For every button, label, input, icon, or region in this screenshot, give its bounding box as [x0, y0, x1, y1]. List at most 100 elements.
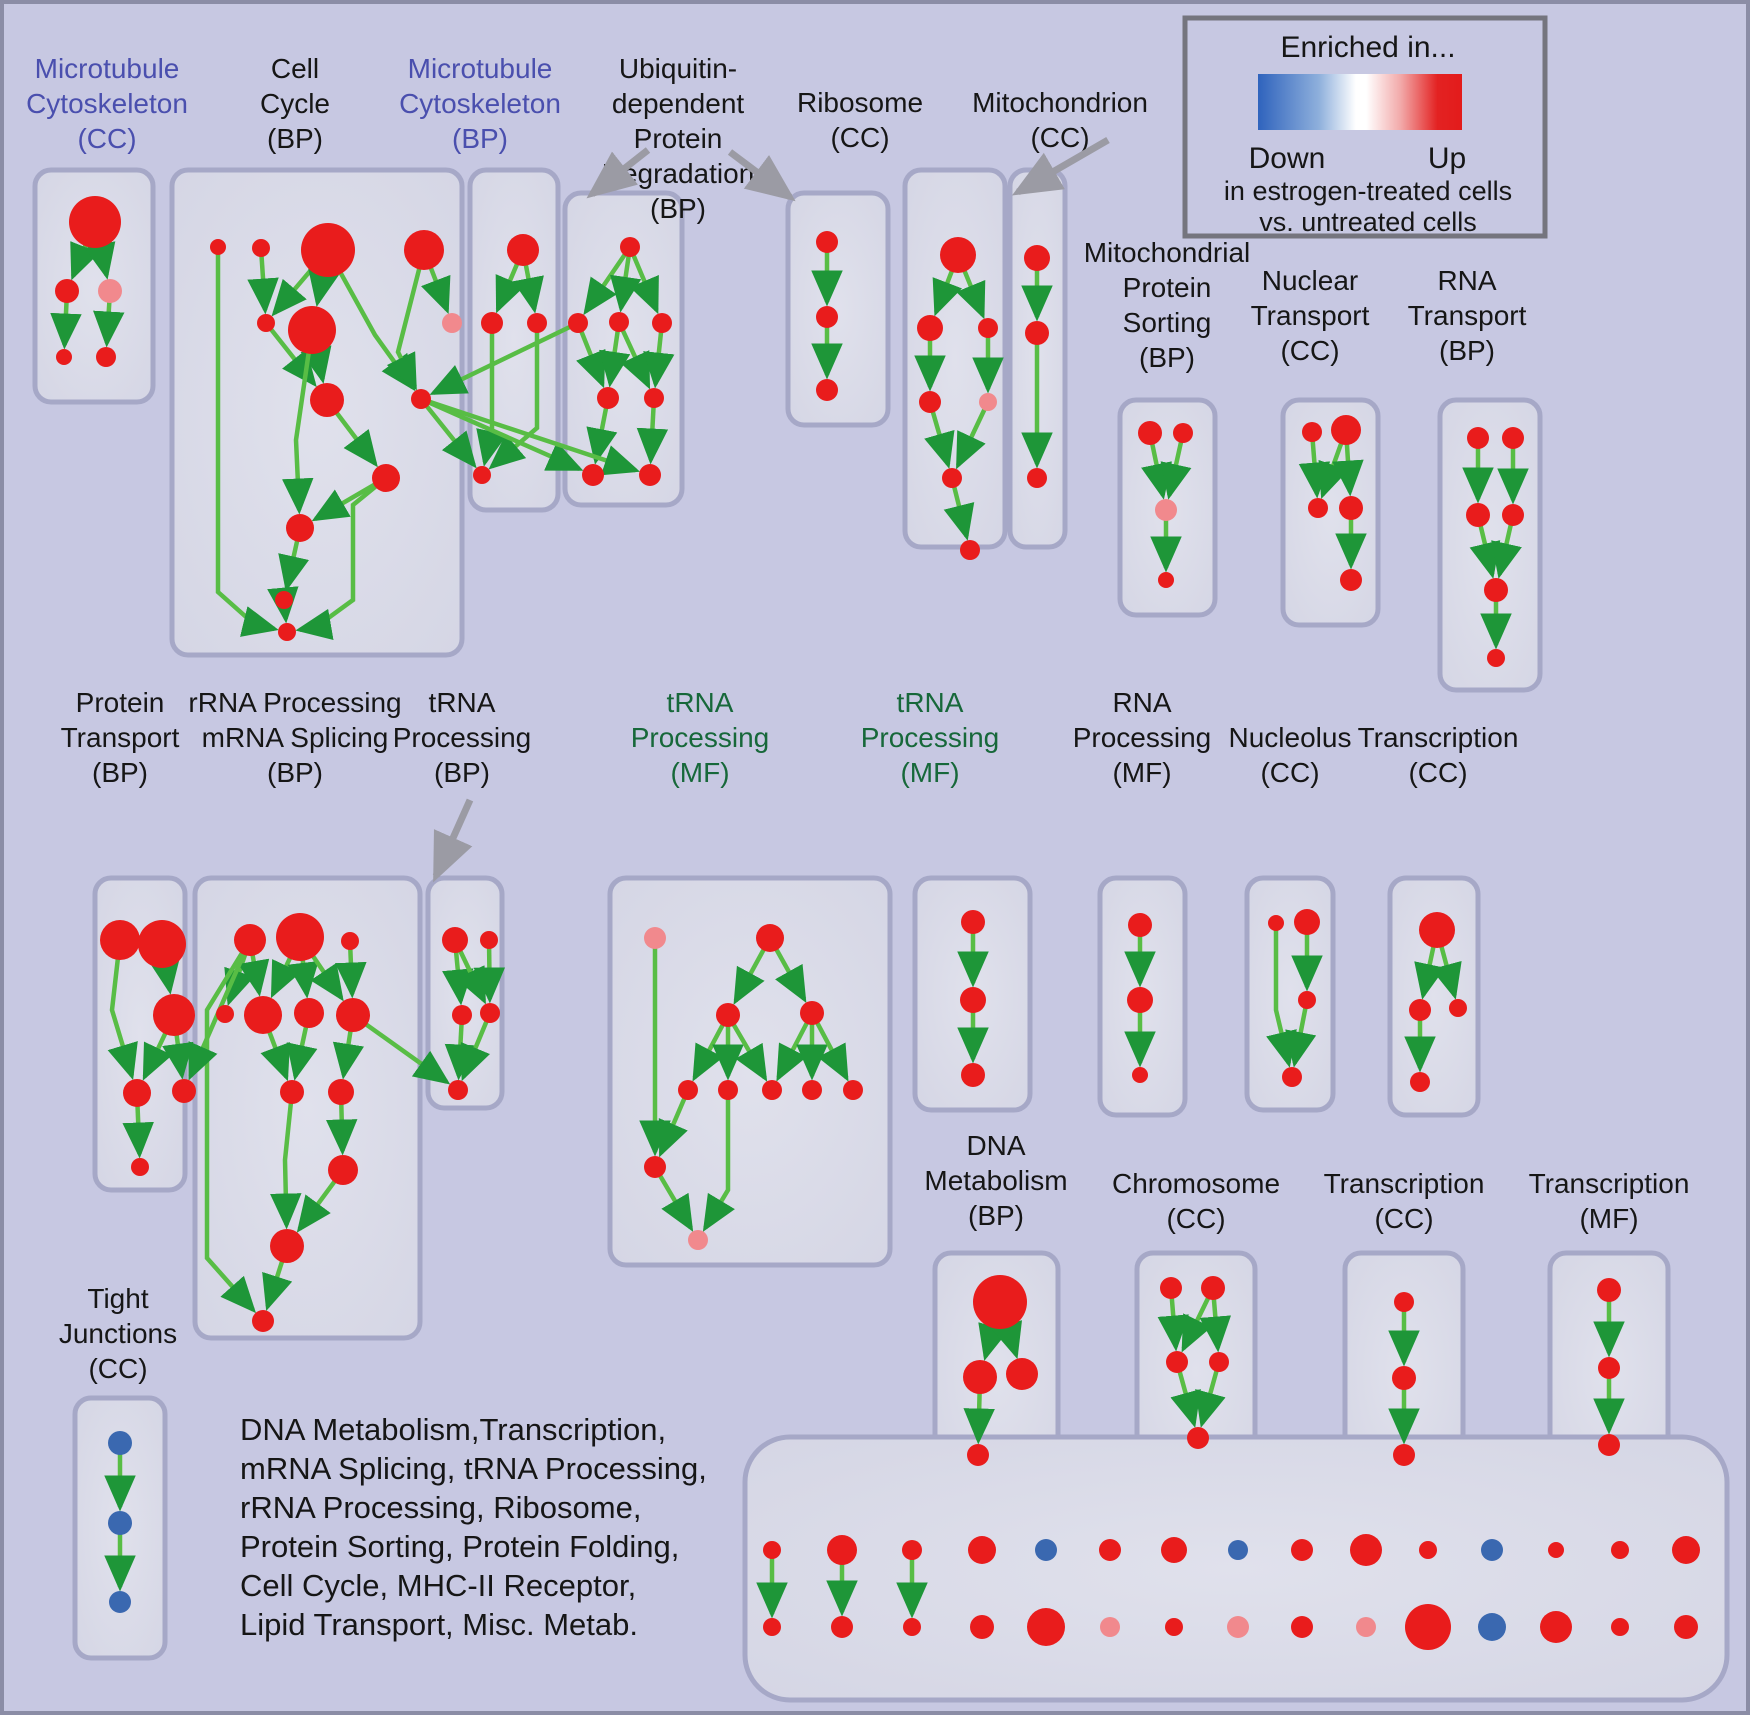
node-mitochondrial-protein-sorting-2	[1155, 499, 1177, 521]
group-box-nuclear-transport	[1280, 397, 1381, 628]
misc-categories-text: DNA Metabolism,Transcription, mRNA Splici…	[240, 1412, 707, 1642]
node-mitochondrial-protein-sorting-3	[1158, 572, 1174, 588]
bottom-node-top-1	[827, 1535, 857, 1565]
label-trna-processing-mf-2: tRNA Processing (MF)	[861, 687, 1000, 788]
bottom-node-bottom-2	[903, 1618, 921, 1636]
node-nucleolus-3	[1282, 1067, 1302, 1087]
node-mitochondrion-2	[1027, 468, 1047, 488]
node-transcription-cc-mid-0	[1419, 912, 1455, 948]
legend-caption-line1: in estrogen-treated cells	[1224, 176, 1512, 206]
node-microtubule-cc-1	[55, 279, 79, 303]
edge-ribosome-4	[924, 409, 955, 469]
node-nucleolus-1	[1294, 909, 1320, 935]
bottom-node-top-7	[1228, 1540, 1248, 1560]
node-rrna-processing-10	[270, 1229, 304, 1263]
node-microtubule-bp-2	[527, 313, 547, 333]
bottom-node-bottom-13	[1611, 1618, 1629, 1636]
edge-nucleolus-2	[1285, 1006, 1317, 1068]
node-ribosome-0	[940, 237, 976, 273]
layer-nodes	[55, 196, 1700, 1650]
node-protein-transport-4	[172, 1079, 196, 1103]
label-protein-transport: Protein Transport (BP)	[61, 687, 180, 788]
edge-microtubule-bp-3	[488, 331, 540, 470]
edge-microtubule-cc-3	[93, 300, 125, 348]
bottom-node-bottom-9	[1356, 1617, 1376, 1637]
label-pointer-arrow-1	[727, 149, 796, 202]
node-transcription-mf-0	[1597, 1278, 1621, 1302]
node-rna-transport-2	[1466, 503, 1490, 527]
node-cell-cycle-4	[257, 314, 275, 332]
node-mitochondrion-0	[1024, 245, 1050, 271]
edge-cell-cycle-10	[333, 409, 378, 468]
bottom-node-top-6	[1161, 1537, 1187, 1563]
bottom-node-bottom-1	[831, 1616, 853, 1638]
node-protein-transport-1	[138, 920, 186, 968]
edge-nuclear-transport-2	[1332, 441, 1364, 497]
node-transcription-cc-bottom-0	[1394, 1292, 1414, 1312]
label-ribosome: Ribosome (CC)	[797, 87, 923, 153]
node-cell-cycle-7	[310, 383, 344, 417]
edge-transcription-cc-mid-1	[1431, 943, 1462, 1000]
edge-ubiquitin-degradation-1-2	[629, 253, 659, 315]
bottom-node-bottom-7	[1227, 1616, 1249, 1638]
node-ubiquitin-degradation-2-0	[816, 231, 838, 253]
node-tight-junctions-1	[108, 1511, 132, 1535]
bottom-node-bottom-6	[1165, 1618, 1183, 1636]
edge-ubiquitin-degradation-1-3	[576, 329, 606, 389]
edge-microtubule-bp-0	[495, 260, 525, 314]
label-trna-processing-bp: tRNA Processing (BP)	[393, 687, 532, 788]
label-tight-junctions: Tight Junctions (CC)	[59, 1283, 177, 1384]
node-microtubule-cc-2	[98, 279, 122, 303]
bottom-node-bottom-3	[970, 1615, 994, 1639]
cross-edge-3	[429, 324, 572, 395]
cross-edge-2	[427, 399, 641, 476]
edge-rna-transport-2	[1469, 523, 1501, 579]
node-transcription-mf-2	[1598, 1434, 1620, 1456]
node-transcription-cc-mid-2	[1449, 999, 1467, 1017]
node-cell-cycle-0	[210, 239, 226, 255]
edge-ubiquitin-degradation-1-4	[599, 329, 631, 388]
node-ubiquitin-degradation-1-7	[639, 464, 661, 486]
node-trna-processing-bp-1	[480, 931, 498, 949]
edge-cell-cycle-5	[386, 264, 423, 391]
node-mitochondrion-1	[1025, 321, 1049, 345]
node-microtubule-bp-0	[507, 234, 539, 266]
node-trna-processing-mf-1-7	[802, 1080, 822, 1100]
bottom-panel-box	[742, 1434, 1730, 1703]
edge-transcription-cc-mid-0	[1414, 943, 1446, 1000]
node-protein-transport-3	[123, 1079, 151, 1107]
edge-rrna-processing-12	[262, 1258, 293, 1311]
group-box-ubiquitin-degradation-2	[785, 190, 891, 428]
node-nuclear-transport-3	[1339, 496, 1363, 520]
node-ribosome-5	[942, 468, 962, 488]
layer-labels: Microtubule Cytoskeleton (CC) Cell Cycle (BP)…	[26, 15, 1689, 1642]
edge-protein-transport-0	[107, 955, 138, 1081]
node-cell-cycle-1	[252, 239, 270, 257]
node-trna-processing-bp-2	[452, 1005, 472, 1025]
node-trna-processing-bp-0	[442, 927, 468, 953]
node-transcription-cc-mid-1	[1409, 999, 1431, 1021]
node-ribosome-1	[917, 315, 943, 341]
label-chromosome: Chromosome (CC)	[1112, 1168, 1280, 1234]
node-cell-cycle-8	[411, 389, 431, 409]
node-transcription-cc-mid-3	[1410, 1072, 1430, 1092]
label-transcription-cc-mid: Transcription (CC)	[1358, 722, 1519, 788]
edge-dna-metabolism-1	[991, 1320, 1023, 1360]
node-mitochondrial-protein-sorting-0	[1138, 421, 1162, 445]
label-cell-cycle: Cell Cycle (BP)	[260, 53, 330, 154]
label-dna-metabolism: DNA Metabolism (BP)	[924, 1130, 1067, 1231]
node-ribosome-4	[979, 393, 997, 411]
label-pointer-arrow-3	[432, 798, 474, 883]
node-trna-processing-mf-2-1	[960, 987, 986, 1013]
bottom-node-bottom-12	[1540, 1611, 1572, 1643]
label-mitochondrial-protein-sorting: Mitochondrial Protein Sorting (BP)	[1084, 237, 1251, 373]
node-cell-cycle-3	[404, 230, 444, 270]
edge-cell-cycle-0	[215, 253, 279, 637]
edge-trna-processing-bp-4	[460, 1019, 491, 1082]
node-ubiquitin-degradation-1-2	[609, 312, 629, 332]
node-trna-processing-mf-1-10	[688, 1230, 708, 1250]
node-ubiquitin-degradation-1-1	[568, 313, 588, 333]
edge-ribosome-1	[956, 267, 986, 320]
edge-trna-processing-mf-1-11	[657, 1173, 694, 1232]
node-transcription-cc-bottom-2	[1393, 1444, 1415, 1466]
